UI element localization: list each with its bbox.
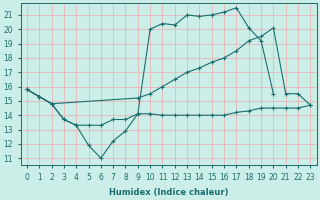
X-axis label: Humidex (Indice chaleur): Humidex (Indice chaleur) xyxy=(109,188,228,197)
